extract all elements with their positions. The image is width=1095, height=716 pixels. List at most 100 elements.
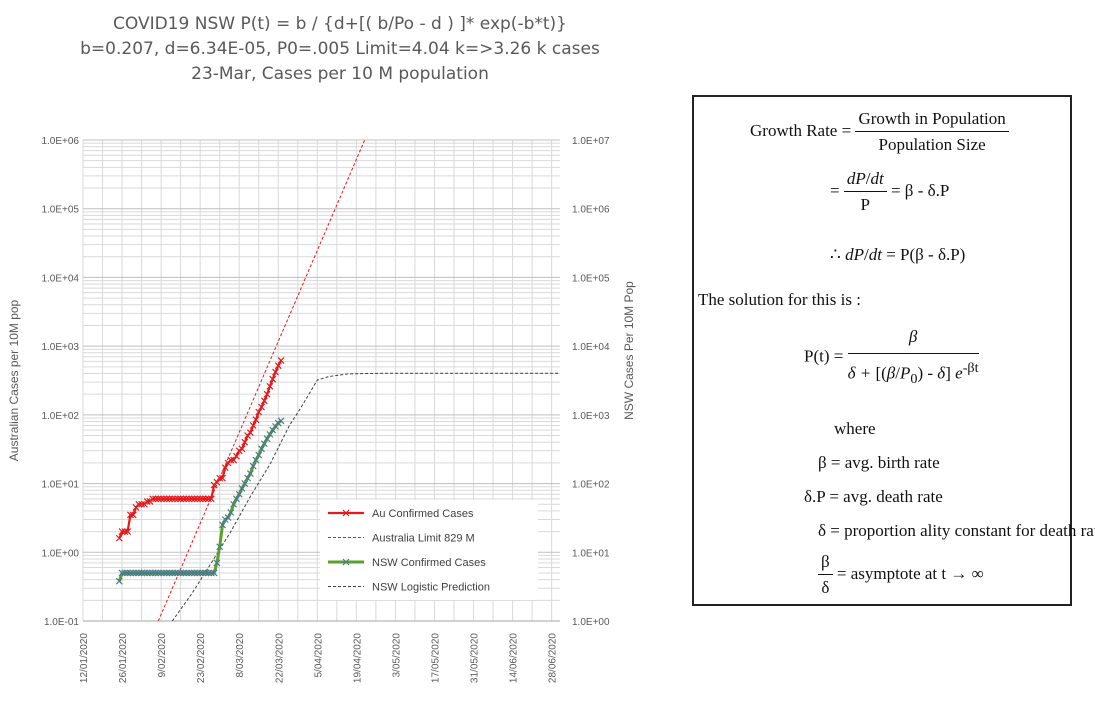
data-point <box>166 569 173 577</box>
data-point <box>129 511 137 519</box>
data-point <box>174 569 182 577</box>
data-point <box>152 495 159 503</box>
data-point <box>266 430 274 438</box>
data-point <box>177 569 185 577</box>
data-point <box>227 456 235 464</box>
beta-over-delta-fraction: β δ <box>818 552 833 598</box>
asymptote-line: β δ = asymptote at t → ∞ <box>818 552 984 598</box>
y2-tick-label: 1.0E+07 <box>572 136 610 147</box>
y-tick-label: 1.0E+03 <box>41 342 79 353</box>
data-point <box>258 445 265 453</box>
x-tick-label: 22/03/2020 <box>274 633 285 683</box>
x-tick-label: 8/03/2020 <box>235 633 246 678</box>
dp-dt-equals-line: ∴ dP/dt = P(β - δ.P) <box>830 245 966 264</box>
data-point <box>121 528 129 536</box>
data-point <box>157 569 165 577</box>
data-point <box>207 495 215 503</box>
data-point <box>249 422 257 429</box>
exp-superscript: -βt <box>962 360 979 376</box>
data-point <box>255 408 263 416</box>
data-point <box>202 495 210 503</box>
data-point <box>258 403 265 411</box>
data-point <box>135 569 143 577</box>
data-point <box>193 569 201 577</box>
y2-tick-label: 1.0E+05 <box>572 273 610 284</box>
data-point <box>126 511 134 519</box>
data-point <box>140 569 148 577</box>
asymptote-delta: δ <box>821 578 830 597</box>
data-point <box>216 474 224 482</box>
chart-title-line1: COVID19 NSW P(t) = b / {d+[( b/Po - d ) … <box>113 14 567 34</box>
data-point <box>277 417 285 425</box>
data-point <box>163 569 171 577</box>
delta-plus: δ + <box>847 363 872 383</box>
data-point <box>138 500 146 508</box>
p0-subscript: 0 <box>910 371 918 388</box>
x-tick-label: 31/05/2020 <box>470 633 481 683</box>
y-tick-label: 1.0E+06 <box>41 136 79 147</box>
data-point <box>249 462 257 470</box>
x-tick-label: 19/04/2020 <box>352 633 363 683</box>
exp-symbol: e <box>955 363 963 383</box>
legend-box <box>320 500 538 600</box>
data-point <box>266 382 274 390</box>
data-point <box>171 495 179 503</box>
data-point <box>221 464 229 472</box>
data-point <box>168 569 176 577</box>
data-point <box>149 495 157 503</box>
growth-rate-line: Growth Rate = Growth in Population Popul… <box>750 109 1009 155</box>
data-point <box>216 543 224 551</box>
p-of-t-label: P(t) = <box>804 346 844 366</box>
dp-dt-fraction: dP/dt P <box>843 169 887 215</box>
data-point <box>238 484 246 492</box>
chart-title-line2: b=0.207, d=6.34E-05, P0=.005 Limit=4.04 … <box>80 39 600 59</box>
data-point <box>163 495 171 503</box>
data-point <box>213 559 221 567</box>
p-of-t-fraction: β δ + [(β/P0) - δ] e-βt <box>847 327 979 388</box>
data-point <box>255 451 263 459</box>
data-point <box>168 495 176 503</box>
data-point <box>157 495 165 503</box>
data-point <box>129 569 137 577</box>
p-of-t-equation: P(t) = β δ + [(β/P0) - δ] e-βt <box>804 327 979 388</box>
data-point <box>154 495 162 503</box>
y-tick-label: 1.0E-01 <box>44 617 79 628</box>
y2-tick-label: 1.0E+04 <box>572 342 610 353</box>
legend-label: NSW Confirmed Cases <box>372 557 486 569</box>
data-point <box>124 569 132 577</box>
x-tick-label: 17/05/2020 <box>430 633 441 683</box>
data-point <box>232 495 240 503</box>
data-point <box>274 362 282 370</box>
beta-over-p0: β <box>886 363 896 383</box>
data-point <box>138 569 146 577</box>
data-point <box>252 416 260 424</box>
minus-delta: - δ <box>927 363 946 383</box>
y2-tick-label: 1.0E+01 <box>572 548 610 559</box>
data-point <box>246 470 254 477</box>
death-rate-definition: δ.P = avg. death rate <box>804 487 943 506</box>
data-point <box>205 569 212 577</box>
data-point <box>202 569 210 577</box>
data-point <box>193 495 201 503</box>
data-point <box>241 480 249 487</box>
legend-marker <box>342 558 350 566</box>
asymptote-beta: β <box>818 552 833 575</box>
data-point <box>179 495 187 503</box>
data-point <box>182 495 190 503</box>
data-point <box>166 495 173 503</box>
data-point <box>230 456 238 464</box>
data-point <box>196 569 204 577</box>
data-point <box>177 495 185 503</box>
x-tick-label: 3/05/2020 <box>391 633 402 678</box>
y2-tick-label: 1.0E+02 <box>572 480 610 491</box>
data-point <box>124 528 132 536</box>
data-point <box>260 440 268 448</box>
data-point <box>182 569 190 577</box>
therefore-symbol: ∴ <box>830 245 841 264</box>
covid-chart: 1.0E-01 1.0E+00 1.0E+01 1.0E+02 1.0E+03 1.0E+… <box>7 136 636 683</box>
data-point <box>213 478 221 486</box>
data-point <box>154 569 162 577</box>
legend-label: Au Confirmed Cases <box>372 508 474 520</box>
data-point <box>219 474 226 482</box>
dt-symbol-2: dt <box>868 245 882 264</box>
